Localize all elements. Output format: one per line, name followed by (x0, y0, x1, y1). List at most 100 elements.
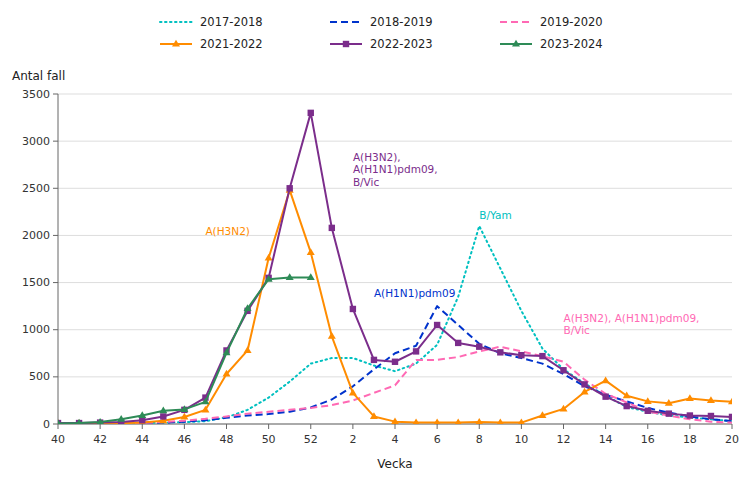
annotation: A(H3N2) (205, 225, 250, 237)
y-tick-label: 3500 (22, 88, 50, 101)
series-line (58, 306, 732, 423)
point (58, 419, 62, 424)
point (433, 418, 441, 424)
x-tick-label: 52 (304, 433, 318, 446)
x-tick-label: 10 (514, 433, 528, 446)
point (729, 414, 732, 420)
x-tick-label: 40 (51, 433, 65, 446)
point (138, 411, 146, 418)
x-tick (395, 424, 396, 429)
point (434, 322, 440, 328)
point (180, 413, 188, 420)
series-line (58, 190, 732, 423)
legend-label: 2022-2023 (370, 37, 433, 51)
point (560, 405, 568, 412)
point (644, 397, 652, 404)
point (265, 254, 273, 261)
point (328, 332, 336, 339)
x-tick-label: 8 (476, 433, 483, 446)
legend-marker (512, 40, 520, 47)
x-tick-label: 20 (725, 433, 739, 446)
point (623, 392, 631, 399)
point (75, 419, 83, 424)
grid-line (58, 376, 732, 377)
point (454, 418, 462, 424)
legend-label: 2017-2018 (200, 15, 263, 29)
y-tick (53, 235, 58, 236)
y-tick (53, 94, 58, 95)
point (350, 306, 356, 312)
legend: 2017-2018 2018-2019 2019-2020 2021-2022 2022… (160, 15, 603, 51)
chart: 0500100015002000250030003500404244464850… (0, 0, 756, 478)
y-tick-label: 1500 (22, 276, 50, 289)
point (159, 407, 167, 414)
grid-line (58, 94, 732, 95)
annotation: A(H1N1)pdm09 (374, 287, 455, 299)
point (687, 412, 693, 418)
point (645, 408, 651, 414)
plot-area (58, 110, 732, 424)
y-axis-line (58, 94, 59, 424)
point (581, 381, 587, 387)
legend-item: 2017-2018 (160, 15, 263, 29)
x-tick (58, 424, 59, 429)
annotation: B/Yam (479, 209, 511, 221)
x-tick (563, 424, 564, 429)
point (201, 398, 209, 405)
point (665, 399, 673, 406)
point (560, 367, 566, 373)
legend-marker (343, 41, 349, 47)
x-tick-label: 46 (177, 433, 191, 446)
point (117, 415, 125, 422)
x-tick (605, 424, 606, 429)
x-tick (142, 424, 143, 429)
x-tick (226, 424, 227, 429)
point (370, 412, 378, 419)
legend-label: 2021-2022 (200, 37, 263, 51)
legend-label: 2018-2019 (370, 15, 433, 29)
point (286, 185, 292, 191)
point (244, 346, 252, 353)
y-tick-label: 0 (43, 418, 50, 431)
grid-line (58, 282, 732, 283)
x-tick (479, 424, 480, 429)
series (58, 306, 732, 423)
grid-line (58, 329, 732, 330)
x-tick (310, 424, 311, 429)
x-axis-label: Vecka (377, 457, 412, 471)
point (476, 343, 482, 349)
x-tick-label: 16 (641, 433, 655, 446)
series (58, 110, 732, 424)
point (180, 405, 188, 412)
series (58, 186, 732, 424)
y-tick (53, 376, 58, 377)
point (539, 353, 545, 359)
legend-item: 2022-2023 (330, 37, 433, 51)
legend-swatch (500, 21, 532, 23)
point (707, 396, 715, 403)
point (265, 275, 273, 282)
point (329, 225, 335, 231)
point (307, 273, 315, 280)
legend-swatch (330, 21, 362, 23)
point (602, 376, 610, 383)
point (96, 418, 104, 424)
x-tick (100, 424, 101, 429)
series-line (58, 277, 311, 423)
y-tick (53, 329, 58, 330)
y-tick-label: 2500 (22, 182, 50, 195)
background (0, 0, 756, 478)
point (686, 394, 694, 401)
point (160, 413, 166, 419)
point (307, 248, 315, 255)
legend-label: 2019-2020 (540, 15, 603, 29)
point (475, 418, 483, 424)
point (391, 417, 399, 424)
point (602, 393, 608, 399)
series (58, 226, 732, 424)
point (497, 349, 503, 355)
x-tick (647, 424, 648, 429)
y-tick-label: 500 (29, 370, 50, 383)
series (58, 273, 315, 424)
annotation: A(H3N2),A(H1N1)pdm09,B/Vic (353, 151, 438, 188)
